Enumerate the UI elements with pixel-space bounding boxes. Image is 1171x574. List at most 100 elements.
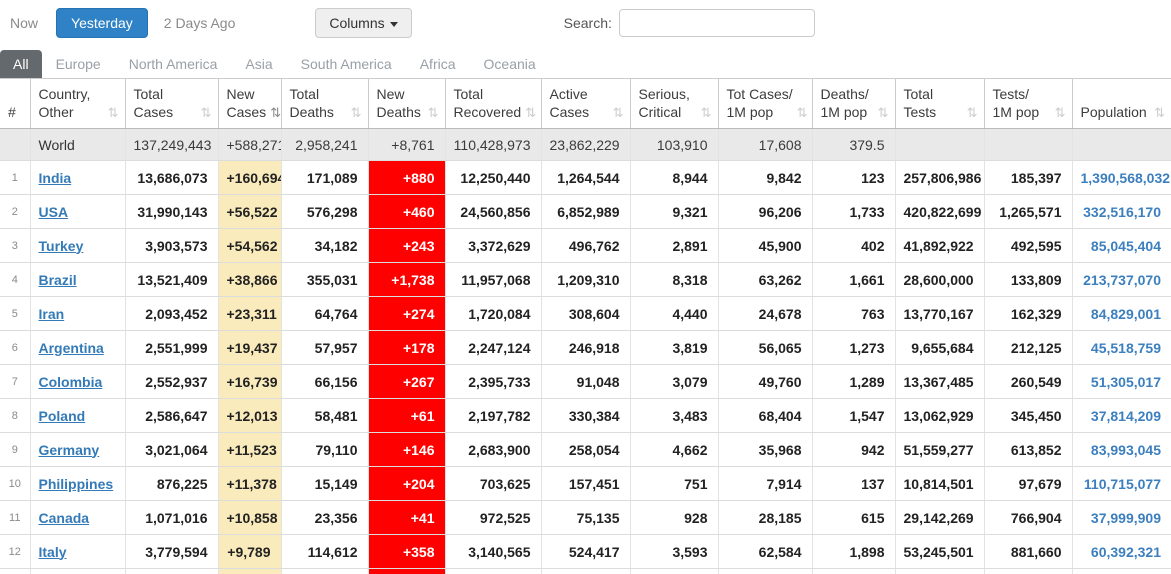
sort-icon[interactable]: ⇅ [1154, 105, 1165, 120]
population-link[interactable]: 83,993,045 [1090, 441, 1161, 458]
toolbar: Now Yesterday 2 Days Ago Columns Search: [0, 0, 1171, 46]
country-link[interactable]: Iran [38, 305, 65, 322]
cell-population: 83,993,045 [1072, 432, 1171, 467]
continent-tab-asia[interactable]: Asia [245, 56, 273, 72]
population-link[interactable]: 45,518,759 [1090, 339, 1161, 356]
sort-icon[interactable]: ⇅ [700, 105, 712, 120]
population-link[interactable]: 84,829,001 [1090, 305, 1161, 322]
cell-serious-critical: 8,318 [630, 262, 719, 297]
two-days-ago-link[interactable]: 2 Days Ago [163, 15, 236, 31]
population-link[interactable]: 51,305,017 [1090, 373, 1161, 390]
column-header-population[interactable]: Population ⇅ [1072, 78, 1171, 129]
cell-rank: 5 [0, 296, 31, 331]
sort-icon[interactable]: ⇅ [1054, 105, 1066, 120]
cell-tests-1m: 613,852 [984, 432, 1073, 467]
column-header-label: Total Deaths [289, 86, 334, 120]
country-link[interactable]: Argentina [38, 339, 104, 356]
population-link[interactable]: 60,392,321 [1090, 543, 1161, 560]
column-header-total-tests[interactable]: Total Tests ⇅ [895, 78, 985, 129]
sort-icon[interactable]: ⇅ [427, 105, 439, 120]
cell-population: 51,305,017 [1072, 364, 1171, 399]
cell-population: 332,516,170 [1072, 194, 1171, 229]
cell-total-recovered: 3,140,565 [445, 534, 542, 569]
cell-new-deaths: +460 [368, 194, 446, 229]
cell-total-tests: 13,062,929 [895, 398, 985, 433]
sort-icon[interactable]: ⇅ [966, 105, 978, 120]
sort-icon[interactable]: ⇅ [270, 105, 281, 120]
column-header-new-deaths[interactable]: New Deaths ⇅ [368, 78, 446, 129]
cell-total-recovered: 703,625 [445, 466, 542, 501]
country-link[interactable]: USA [38, 203, 69, 220]
table-row-canada: 11 Canada 1,071,016 +10,858 23,356 +41 972,525… [0, 500, 1171, 535]
column-header-total-cases[interactable]: Total Cases ⇅ [125, 78, 219, 129]
country-link[interactable]: Philippines [38, 475, 114, 492]
columns-dropdown-button[interactable]: Columns [315, 8, 412, 38]
cell-new-deaths: +204 [368, 466, 446, 501]
continent-tab-europe[interactable]: Europe [55, 56, 101, 72]
population-link[interactable]: 332,516,170 [1083, 203, 1161, 220]
population-link[interactable]: 213,737,070 [1083, 271, 1161, 288]
sort-icon[interactable]: ⇅ [877, 105, 889, 120]
country-link[interactable]: Colombia [38, 373, 103, 390]
cell-deaths-1m [812, 568, 896, 574]
continent-tab-south-america[interactable]: South America [300, 56, 392, 72]
yesterday-button[interactable]: Yesterday [56, 8, 148, 38]
cell-serious-critical: 3,483 [630, 398, 719, 433]
sort-icon[interactable]: ⇅ [350, 105, 362, 120]
cell-total-deaths: 66,156 [281, 364, 369, 399]
continent-tab-africa[interactable]: Africa [419, 56, 456, 72]
cell-new-deaths: +358 [368, 534, 446, 569]
column-header-total-deaths[interactable]: Total Deaths ⇅ [281, 78, 369, 129]
population-link[interactable]: 110,715,077 [1083, 475, 1161, 492]
table-row-iran: 5 Iran 2,093,452 +23,311 64,764 +274 1,720,084… [0, 296, 1171, 331]
column-header-total-recovered[interactable]: Total Recovered ⇅ [445, 78, 542, 129]
cell-country: USA [30, 194, 126, 229]
cell-total-cases: 2,551,999 [125, 330, 219, 365]
sort-icon[interactable]: ⇅ [200, 105, 212, 120]
column-header-label: Population [1080, 103, 1147, 120]
column-header-new-cases[interactable]: New Cases ⇅ [218, 78, 282, 129]
column-header-rank: # [0, 78, 31, 129]
population-link[interactable]: 37,999,909 [1090, 509, 1161, 526]
country-link[interactable]: Italy [38, 543, 67, 560]
continent-tab-all[interactable]: All [0, 50, 42, 78]
cell-total-cases: 137,249,443 [125, 128, 219, 161]
column-header-active-cases[interactable]: Active Cases ⇅ [541, 78, 631, 129]
search-input[interactable] [618, 9, 815, 37]
cell-deaths-1m: 123 [812, 160, 896, 195]
now-link[interactable]: Now [10, 15, 39, 31]
cell-new-deaths: +146 [368, 432, 446, 467]
cell-total-deaths: 15,149 [281, 466, 369, 501]
cell-total-tests: 420,822,699 [895, 194, 985, 229]
country-link[interactable]: India [38, 169, 72, 186]
column-header-label: New Deaths [376, 86, 421, 120]
country-link[interactable]: Germany [38, 441, 100, 458]
cell-deaths-1m: 1,273 [812, 330, 896, 365]
cell-cases-1m: 28,185 [718, 500, 813, 535]
sort-icon[interactable]: ⇅ [612, 105, 624, 120]
column-header-country[interactable]: Country, Other ⇅ [30, 78, 126, 129]
country-link[interactable]: Turkey [38, 237, 84, 254]
sort-icon[interactable]: ⇅ [796, 105, 808, 120]
cell-population: 110,715,077 [1072, 466, 1171, 501]
cell-new-cases: +9,789 [218, 534, 282, 569]
cell-total-tests: 53,245,501 [895, 534, 985, 569]
country-link[interactable]: Brazil [38, 271, 77, 288]
column-header-label: Country, Other [38, 86, 91, 120]
country-link[interactable]: Poland [38, 407, 86, 424]
continent-tab-oceania[interactable]: Oceania [483, 56, 536, 72]
sort-icon[interactable]: ⇅ [107, 105, 119, 120]
column-header-tests-1m[interactable]: Tests/1M pop ⇅ [984, 78, 1073, 129]
cell-deaths-1m: 942 [812, 432, 896, 467]
column-header-deaths-1m[interactable]: Deaths/1M pop ⇅ [812, 78, 896, 129]
population-link[interactable]: 1,390,568,032 [1080, 169, 1171, 186]
cell-population [1072, 128, 1171, 161]
continent-tab-north-america[interactable]: North America [128, 56, 218, 72]
cell-country: Argentina [30, 330, 126, 365]
population-link[interactable]: 85,045,404 [1090, 237, 1161, 254]
population-link[interactable]: 37,814,209 [1090, 407, 1161, 424]
column-header-cases-1m[interactable]: Tot Cases/1M pop ⇅ [718, 78, 813, 129]
sort-icon[interactable]: ⇅ [525, 105, 537, 120]
column-header-serious-critical[interactable]: Serious, Critical ⇅ [630, 78, 719, 129]
country-link[interactable]: Canada [38, 509, 90, 526]
